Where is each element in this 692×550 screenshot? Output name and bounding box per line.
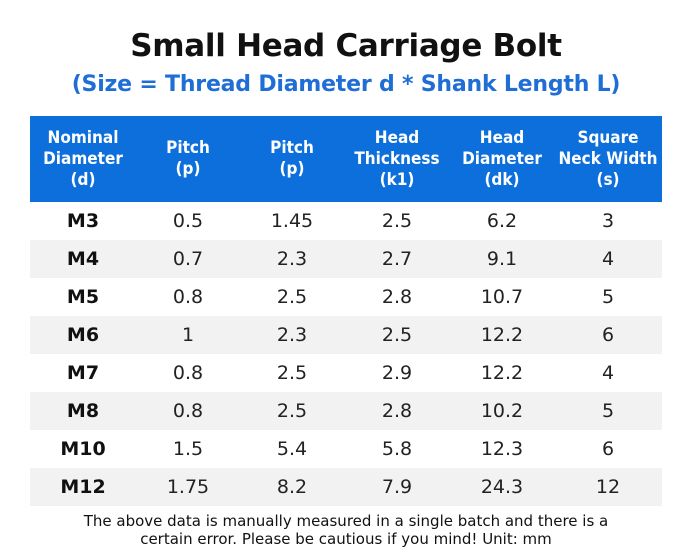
cell-head-diameter: 24.3 (450, 468, 554, 506)
header-line: (dk) (484, 169, 520, 190)
cell-pitch-2: 2.3 (240, 316, 344, 354)
table-row: M4 0.7 2.3 2.7 9.1 4 (30, 240, 662, 278)
header-line: Neck Width (558, 148, 658, 169)
page-title: Small Head Carriage Bolt (130, 28, 562, 64)
cell-pitch-2: 8.2 (240, 468, 344, 506)
cell-nominal: M7 (66, 362, 100, 384)
note-line: The above data is manually measured in a… (83, 512, 609, 530)
cell-pitch-2: 1.45 (270, 210, 314, 232)
cell-head-thickness: 2.5 (344, 316, 450, 354)
cell-head-diameter: 6.2 (486, 210, 518, 232)
table-row: M8 0.8 2.5 2.8 10.2 5 (30, 392, 662, 430)
cell-pitch: 0.8 (172, 362, 204, 384)
cell-pitch: 0.8 (172, 286, 204, 308)
cell-pitch: 0.7 (136, 240, 240, 278)
cell-head-thickness: 2.8 (381, 286, 413, 308)
cell-pitch-2: 2.5 (276, 362, 308, 384)
header-line: Pitch (270, 138, 314, 158)
cell-nominal: M10 (60, 438, 106, 460)
header-line: Diameter (43, 148, 123, 169)
header-nominal-diameter: Nominal Diameter (d) (30, 116, 136, 202)
table-header-row: Nominal Diameter (d) Pitch (p) Pitch (p)… (30, 116, 662, 202)
table-row: M10 1.5 5.4 5.8 12.3 6 (30, 430, 662, 468)
disclaimer-note: The above data is manually measured in a… (0, 512, 692, 548)
cell-nominal: M5 (66, 286, 100, 308)
cell-pitch: 1.5 (172, 438, 204, 460)
header-line: (s) (596, 169, 620, 190)
table-row: M6 1 2.3 2.5 12.2 6 (30, 316, 662, 354)
cell-head-thickness: 2.9 (381, 362, 413, 384)
header-line: (k1) (379, 169, 415, 190)
cell-head-diameter: 10.2 (450, 392, 554, 430)
header-line: Square (577, 127, 639, 148)
cell-head-thickness: 5.8 (381, 438, 413, 460)
table-row: M5 0.8 2.5 2.8 10.7 5 (30, 278, 662, 316)
cell-head-diameter: 10.7 (480, 286, 524, 308)
cell-nominal: M4 (30, 240, 136, 278)
page-subtitle: (Size = Thread Diameter d * Shank Length… (71, 72, 621, 97)
table-row: M7 0.8 2.5 2.9 12.2 4 (30, 354, 662, 392)
cell-neck-width: 6 (554, 316, 662, 354)
header-pitch-2: Pitch (p) (240, 116, 344, 202)
header-square-neck-width: Square Neck Width (s) (554, 116, 662, 202)
header-line: Head (374, 127, 420, 148)
cell-neck-width: 4 (601, 362, 615, 384)
cell-neck-width: 5 (554, 392, 662, 430)
header-line: Head (479, 127, 525, 148)
cell-pitch: 0.8 (136, 392, 240, 430)
cell-head-thickness: 2.7 (344, 240, 450, 278)
cell-pitch: 1.75 (136, 468, 240, 506)
cell-pitch: 1 (136, 316, 240, 354)
note-line: certain error. Please be cautious if you… (140, 530, 552, 548)
header-pitch-1: Pitch (p) (136, 116, 240, 202)
cell-pitch-2: 2.5 (240, 392, 344, 430)
header-head-diameter: Head Diameter (dk) (450, 116, 554, 202)
cell-nominal: M6 (30, 316, 136, 354)
cell-head-diameter: 12.3 (480, 438, 524, 460)
cell-pitch: 0.5 (172, 210, 204, 232)
cell-neck-width: 3 (601, 210, 615, 232)
table-row: M3 0.5 1.45 2.5 6.2 3 (30, 202, 662, 240)
cell-head-thickness: 7.9 (344, 468, 450, 506)
spec-table: Nominal Diameter (d) Pitch (p) Pitch (p)… (30, 116, 662, 506)
header-line: (p) (175, 159, 201, 179)
header-head-thickness: Head Thickness (k1) (344, 116, 450, 202)
cell-nominal: M8 (30, 392, 136, 430)
cell-pitch-2: 2.5 (276, 286, 308, 308)
cell-neck-width: 4 (554, 240, 662, 278)
header-line: (d) (70, 169, 96, 190)
cell-neck-width: 6 (601, 438, 615, 460)
cell-pitch-2: 2.3 (240, 240, 344, 278)
cell-head-diameter: 12.2 (480, 362, 524, 384)
header-line: Nominal (47, 127, 119, 148)
header-line: Pitch (166, 138, 210, 158)
cell-head-thickness: 2.8 (344, 392, 450, 430)
header-line: Thickness (354, 148, 440, 169)
table-row: M12 1.75 8.2 7.9 24.3 12 (30, 468, 662, 506)
header-line: Diameter (462, 148, 542, 169)
cell-neck-width: 5 (601, 286, 615, 308)
cell-nominal: M3 (66, 210, 100, 232)
cell-head-thickness: 2.5 (381, 210, 413, 232)
cell-head-diameter: 12.2 (450, 316, 554, 354)
header-line: (p) (279, 159, 305, 179)
cell-neck-width: 12 (554, 468, 662, 506)
cell-head-diameter: 9.1 (450, 240, 554, 278)
cell-pitch-2: 5.4 (276, 438, 308, 460)
cell-nominal: M12 (30, 468, 136, 506)
